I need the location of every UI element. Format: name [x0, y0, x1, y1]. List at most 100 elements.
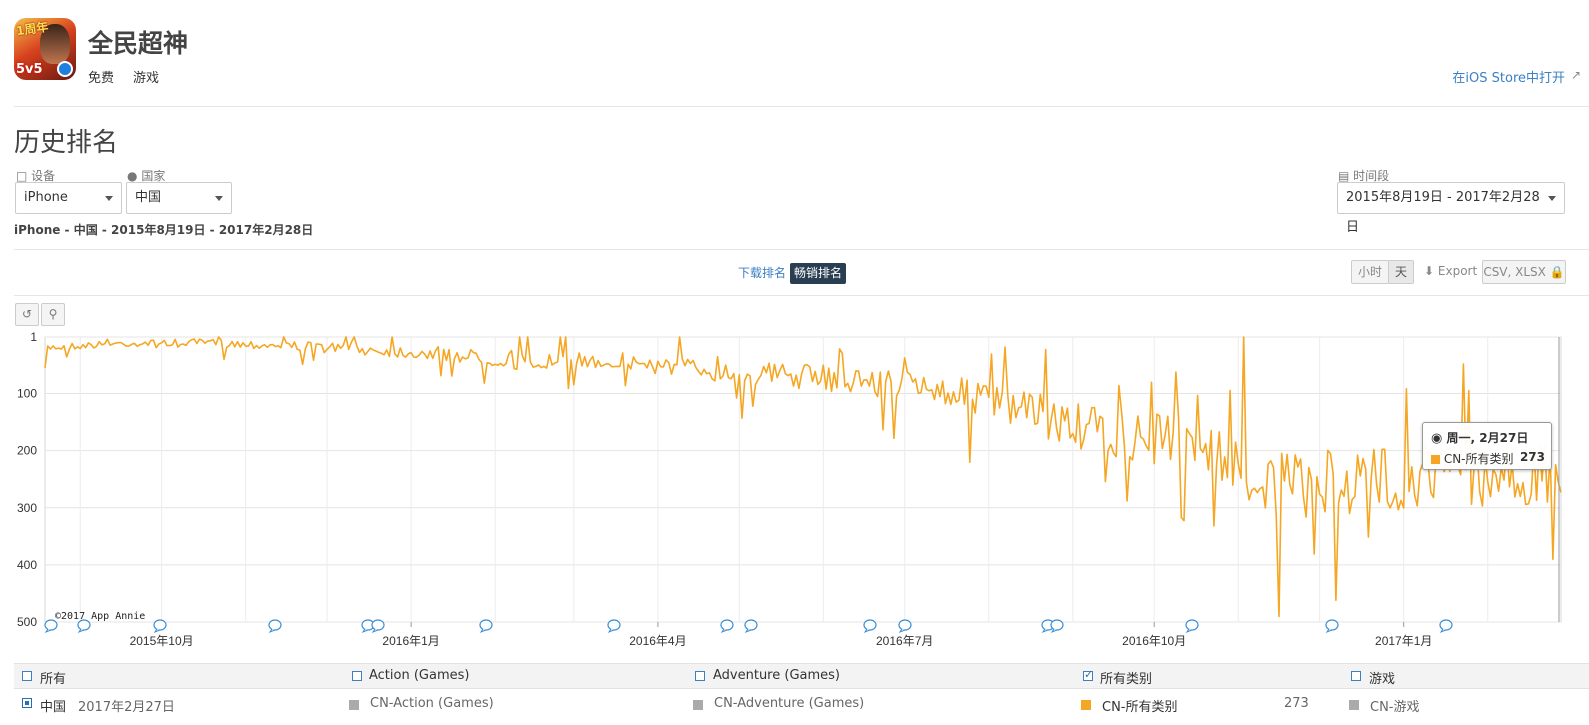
legend-item-all-categories: CN-所有类别 — [1102, 700, 1178, 715]
zoom-icon: ⚲ — [48, 307, 58, 321]
annotation-bubble-icon[interactable] — [1439, 619, 1453, 634]
x-tick-label: 2016年10月 — [1122, 634, 1186, 648]
tab-grossing[interactable]: 畅销排名 — [790, 263, 847, 284]
swatch-games — [1349, 700, 1359, 710]
period-label: ▤ 时间段 — [1338, 169, 1390, 183]
legend-header-action[interactable]: Action (Games) — [369, 668, 470, 683]
checkbox-games[interactable] — [1351, 671, 1361, 681]
legend-data-row: 中国 2017年2月27日 CN-Action (Games) CN-Adven… — [14, 692, 1589, 718]
annotation-bubble-icon[interactable] — [607, 619, 621, 634]
swatch-action — [349, 700, 359, 710]
calendar-icon: ▤ — [1338, 169, 1350, 183]
legend-item-games: CN-游戏 — [1370, 700, 1420, 715]
legend-header-games[interactable]: 游戏 — [1369, 672, 1396, 687]
y-axis: 1 100 200 300 400 500 — [17, 330, 37, 629]
annotation-bubble-icon[interactable] — [479, 619, 493, 634]
chart-copyright: ©2017 App Annie — [55, 611, 145, 622]
legend-header-row: 所有 Action (Games) Adventure (Games) 所有类别… — [14, 663, 1589, 689]
divider — [14, 106, 1589, 107]
y-tick-label: 200 — [17, 444, 37, 458]
divider — [14, 295, 1589, 296]
y-tick-label: 500 — [17, 615, 37, 629]
legend-header-adventure[interactable]: Adventure (Games) — [713, 668, 840, 683]
x-tick-label: 2016年1月 — [382, 634, 439, 648]
tab-downloads[interactable]: 下载排名 — [738, 266, 787, 280]
checkbox-all-categories[interactable] — [1083, 668, 1093, 681]
legend-date: 2017年2月27日 — [78, 700, 175, 715]
event-markers[interactable] — [44, 619, 1453, 634]
legend-item-adventure: CN-Adventure (Games) — [714, 696, 865, 711]
country-select[interactable]: 中国 — [126, 182, 232, 214]
checkbox-all[interactable] — [22, 671, 32, 681]
country-radio[interactable] — [22, 698, 32, 708]
globe-icon: ● — [127, 169, 138, 183]
x-tick-label: 2015年10月 — [130, 634, 194, 648]
annotation-bubble-icon[interactable] — [1325, 619, 1339, 634]
hour-button[interactable]: 小时 — [1351, 260, 1389, 284]
annotation-bubble-icon[interactable] — [44, 619, 58, 634]
y-tick-label: 100 — [17, 387, 37, 401]
checkbox-adventure[interactable] — [695, 671, 705, 681]
hero-face-icon — [40, 24, 70, 64]
annotation-bubble-icon[interactable] — [898, 619, 912, 634]
y-tick-label: 1 — [30, 330, 37, 344]
annotation-bubble-icon[interactable] — [268, 619, 282, 634]
section-title: 历史排名 — [14, 128, 119, 158]
tencent-logo-icon — [57, 61, 73, 77]
divider — [14, 249, 1589, 250]
checkbox-action[interactable] — [352, 671, 362, 681]
swatch-adventure — [693, 700, 703, 710]
legend-item-action: CN-Action (Games) — [370, 696, 494, 711]
caret-down-icon — [1548, 196, 1556, 201]
annotation-bubble-icon[interactable] — [153, 619, 167, 634]
device-icon: □ — [16, 169, 28, 183]
legend-value-all-categories: 273 — [1284, 696, 1309, 711]
export-label[interactable]: ⬇ Export — [1424, 264, 1478, 278]
external-link-icon[interactable]: ↗ — [1570, 68, 1581, 82]
annotation-bubble-icon[interactable] — [863, 619, 877, 634]
series-line-cn-all — [44, 336, 1562, 618]
annotation-bubble-icon[interactable] — [1050, 619, 1064, 634]
app-title: 全民超神 — [88, 29, 189, 58]
legend-country: 中国 — [40, 700, 67, 715]
annotation-bubble-icon[interactable] — [77, 619, 91, 634]
reset-zoom-button[interactable]: ↺ — [15, 303, 39, 326]
swatch-all-categories — [1081, 700, 1091, 710]
annotation-bubble-icon[interactable] — [1041, 619, 1055, 634]
annotation-bubble-icon[interactable] — [371, 619, 385, 634]
mode-badge: 5v5 — [16, 62, 43, 77]
zoom-button[interactable]: ⚲ — [41, 303, 65, 326]
chart-tooltip: ◉ 周一, 2月27日 CN-所有类别 273 — [1422, 422, 1552, 470]
device-label: □ 设备 — [16, 169, 56, 183]
undo-icon: ↺ — [21, 307, 33, 321]
legend-header-all-categories[interactable]: 所有类别 — [1100, 672, 1153, 687]
day-button[interactable]: 天 — [1388, 260, 1414, 284]
caret-down-icon — [215, 196, 223, 201]
x-tick-label: 2016年4月 — [629, 634, 686, 648]
tooltip-value: 273 — [1519, 450, 1545, 464]
device-select[interactable]: iPhone — [15, 182, 122, 214]
legend-header-all[interactable]: 所有 — [40, 672, 67, 687]
series-swatch — [1431, 455, 1440, 464]
app-price: 免费 — [88, 71, 115, 86]
period-select[interactable]: 2015年8月19日 - 2017年2月28日 — [1337, 182, 1565, 235]
annotation-bubble-icon[interactable] — [720, 619, 734, 634]
export-format-button[interactable]: CSV, XLSX 🔒 — [1482, 260, 1566, 284]
app-category[interactable]: 游戏 — [133, 71, 160, 86]
download-icon: ⬇ — [1424, 264, 1435, 278]
tooltip-series: CN-所有类别 — [1443, 452, 1514, 466]
tooltip-date: ◉ 周一, 2月27日 — [1431, 431, 1529, 446]
annotation-bubble-icon[interactable] — [1185, 619, 1199, 634]
x-tick-label: 2016年7月 — [876, 634, 933, 648]
open-ios-store-link[interactable]: 在iOS Store中打开 — [1452, 71, 1565, 86]
annotation-bubble-icon[interactable] — [361, 619, 375, 634]
annotation-bubble-icon[interactable] — [744, 619, 758, 634]
country-label: ● 国家 — [127, 169, 166, 183]
app-icon: 1周年 5v5 — [14, 18, 76, 80]
y-tick-label: 300 — [17, 501, 37, 515]
x-axis: 2015年10月 2016年1月 2016年4月 2016年7月 2016年10月 201… — [130, 622, 1432, 648]
lock-icon: 🔒 — [1549, 265, 1565, 279]
caret-down-icon — [105, 196, 113, 201]
x-tick-label: 2017年1月 — [1375, 634, 1432, 648]
